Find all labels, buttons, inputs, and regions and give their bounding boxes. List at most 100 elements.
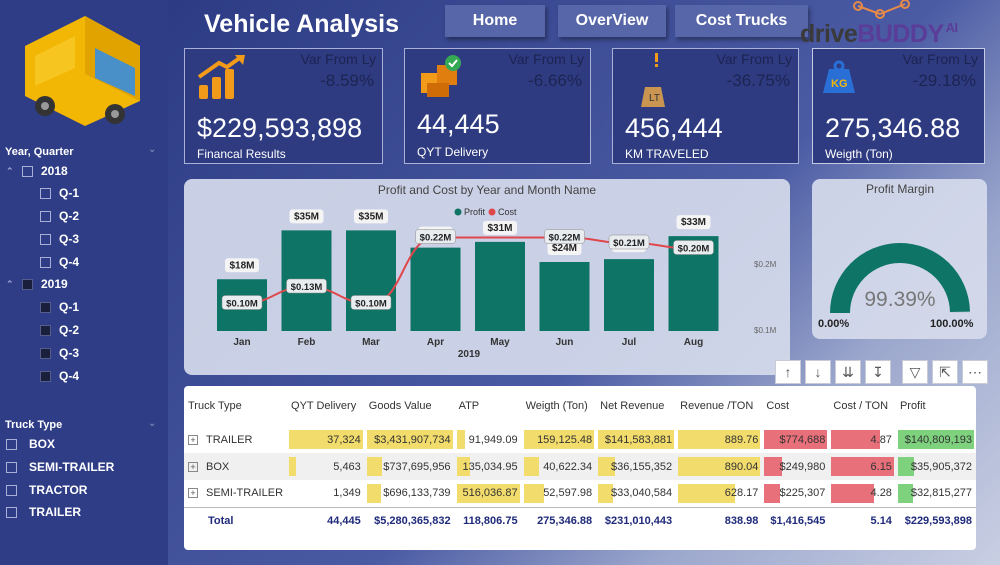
checkbox[interactable] [40,347,51,359]
checkbox[interactable] [6,484,17,496]
cost-label-bg [350,295,392,310]
data-bar [456,484,520,503]
cost-label-bg [673,240,714,255]
expand-row-icon[interactable]: + [188,434,198,445]
truck-type-item[interactable]: BOX [6,437,55,451]
table-cell: $32,815,277 [896,480,976,507]
profit-margin-gauge[interactable]: Profit Margin 99.39% 0.00% 100.00% [812,179,987,339]
checkbox[interactable] [40,256,51,268]
cell-value: 37,324 [327,433,361,446]
data-bar [678,457,761,476]
checkbox[interactable] [40,301,51,313]
cell-value: 4.28 [870,487,892,500]
column-header[interactable]: Cost [766,400,790,412]
table-cell: 1,349 [287,480,365,507]
truck-type-label: BOX [206,460,230,473]
profit-cost-chart-panel: Profit and Cost by Year and Month Name P… [184,179,790,375]
table-cell: 628.17 [676,480,762,507]
nav-home-button[interactable]: Home [445,5,545,37]
truck-type-item[interactable]: SEMI-TRAILER [6,460,114,474]
delivery-boxes-icon [421,55,461,97]
expand-row-icon[interactable]: + [188,461,198,472]
data-bar [366,457,383,476]
checkbox[interactable] [40,210,51,222]
x-tick-label: Mar [362,337,380,348]
gauge-min-label: 0.00% [818,318,849,330]
distance-marker-icon: LT [641,53,665,107]
data-bar [366,484,381,503]
table-row[interactable]: + BOX 5,463 $737,695,956 135,034.95 40,622.34… [184,453,976,480]
data-bar [366,430,453,449]
truck-type-item[interactable]: TRACTOR [6,483,87,497]
column-header[interactable]: Profit [899,400,926,412]
column-header[interactable]: Cost / TON [833,400,889,412]
checkbox[interactable] [40,324,51,336]
slicer-collapse-icon[interactable]: ⌄ [148,144,157,155]
slicer-quarter[interactable]: Q-1 [40,299,79,315]
truck-type-label: SEMI-TRAILER [206,487,284,500]
more-options-icon[interactable]: ⋯ [962,360,988,384]
checkbox[interactable] [40,187,51,199]
slicer-quarter[interactable]: Q-4 [40,368,79,384]
checkbox[interactable] [6,506,17,518]
truck-type-item[interactable]: TRAILER [6,505,81,519]
kpi-caption: KM TRAVELED [625,147,709,161]
column-header[interactable]: ATP [458,400,480,412]
next-level-icon[interactable]: ⇊ [835,360,861,384]
slicer-quarter[interactable]: Q-2 [40,322,79,338]
drill-down-icon[interactable]: ↓ [805,360,831,384]
checkbox[interactable] [6,461,17,473]
nav-overview-button[interactable]: OverView [558,5,666,37]
table-row[interactable]: + SEMI-TRAILER 1,349 $696,133,739 516,036.87… [184,480,976,507]
kpi-caption: Financal Results [197,147,286,161]
checkbox[interactable] [40,233,51,245]
table-cell: $225,307 [762,480,829,507]
checkbox[interactable] [22,278,33,290]
checkbox[interactable] [22,165,33,177]
column-header[interactable]: Revenue /TON [680,400,754,412]
expand-row-icon[interactable]: + [188,488,198,499]
table-cell: 159,125.48 [522,426,597,453]
table-row[interactable]: + TRAILER 37,324 $3,431,907,734 91,949.09 159… [184,426,976,453]
drill-up-icon[interactable]: ↑ [775,360,801,384]
nav-cost-trucks-button[interactable]: Cost Trucks [675,5,808,37]
table-cell: $35,905,372 [896,453,976,480]
column-header[interactable]: Net Revenue [600,400,665,412]
slicer-quarter[interactable]: Q-4 [40,254,79,270]
profit-bar [410,247,461,331]
filter-icon[interactable]: ▽ [902,360,928,384]
total-cell: 275,346.88 [521,506,597,534]
column-header[interactable]: Weigth (Ton) [525,400,588,412]
cell-value: 6.15 [870,460,892,473]
cell-value: $249,980 [779,460,826,473]
column-header[interactable]: Goods Value [368,400,432,412]
collapse-chevron-icon[interactable]: ⌃ [6,165,14,176]
slicer-quarter[interactable]: Q-2 [40,208,79,224]
slicer-quarter[interactable]: Q-1 [40,185,79,201]
cell-value: 52,597.98 [543,487,593,500]
slicer-quarter[interactable]: Q-3 [40,345,79,361]
profit-cost-chart[interactable]: Profit and Cost by Year and Month Name P… [184,179,790,375]
cost-data-label: $0.10M [355,299,387,310]
checkbox[interactable] [6,438,17,450]
checkbox[interactable] [40,370,51,382]
table-cell: 516,036.87 [455,480,522,507]
cell-value: $33,040,584 [610,487,673,500]
focus-mode-icon[interactable]: ⇱ [932,360,958,384]
data-bar [897,457,915,476]
chart-title: Profit and Cost by Year and Month Name [378,183,596,197]
cost-label-bg [286,278,327,294]
column-header[interactable]: Truck Type [188,400,242,412]
slicer-year-2018[interactable]: ⌃ 2018 [6,164,68,178]
collapse-chevron-icon[interactable]: ⌃ [6,278,14,289]
expand-hierarchy-icon[interactable]: ↧ [865,360,891,384]
cell-value: $225,307 [779,487,826,500]
data-bar [831,430,881,449]
column-header[interactable]: QYT Delivery [291,400,357,412]
table-cell: $249,980 [762,453,829,480]
slicer-quarter[interactable]: Q-3 [40,231,79,247]
total-cell: $1,416,545 [762,506,830,534]
slicer-collapse-icon[interactable]: ⌄ [148,418,157,429]
slicer-year-2019[interactable]: ⌃ 2019 [6,277,68,291]
kpi-value: 456,444 [625,113,723,143]
